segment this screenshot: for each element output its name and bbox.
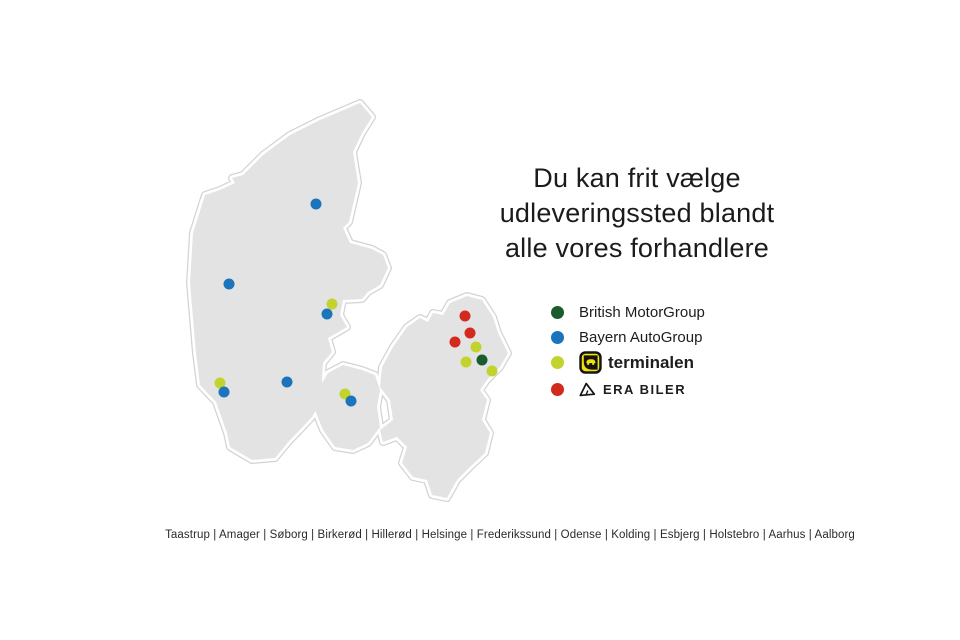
- map-landmasses: [190, 103, 508, 498]
- headline-line-2: udleveringssted blandt: [499, 198, 775, 228]
- legend-label-era-biler: ERA BILER: [603, 382, 687, 397]
- dealer-dot-terminalen: [470, 341, 482, 353]
- dealer-dot-british-motorgroup: [476, 354, 488, 366]
- legend: British MotorGroup Bayern AutoGroup term…: [551, 300, 705, 402]
- dealer-dot-bayern-autogroup: [218, 386, 230, 398]
- dealer-dot-bayern-autogroup: [310, 198, 322, 210]
- dealer-dot-terminalen: [326, 298, 338, 310]
- headline-line-3: alle vores forhandlere: [504, 233, 770, 263]
- legend-item-bayern-autogroup: Bayern AutoGroup: [551, 325, 705, 350]
- dealer-dot-era-biler: [459, 310, 471, 322]
- dealer-dot-terminalen: [214, 377, 226, 389]
- dealer-dot-bayern-autogroup: [345, 395, 357, 407]
- legend-item-terminalen: terminalen: [551, 350, 705, 375]
- legend-item-era-biler: ERA BILER: [551, 377, 705, 402]
- era-biler-logo-icon: [579, 382, 596, 397]
- dealer-dot-bayern-autogroup: [321, 308, 333, 320]
- legend-label-bayern-autogroup: Bayern AutoGroup: [579, 329, 703, 346]
- yellow-dot-icon: [551, 356, 564, 369]
- blue-dot-icon: [551, 331, 564, 344]
- headline: Du kan frit vælge udleveringssted blandt…: [487, 161, 787, 266]
- legend-item-british-motorgroup: British MotorGroup: [551, 300, 705, 325]
- green-dot-icon: [551, 306, 564, 319]
- dealer-dot-bayern-autogroup: [281, 376, 293, 388]
- legend-label-terminalen: terminalen: [608, 352, 694, 372]
- funen-land: [315, 365, 380, 450]
- dealer-dot-era-biler: [464, 327, 476, 339]
- dealer-dot-era-biler: [449, 336, 461, 348]
- legend-label-british-motorgroup: British MotorGroup: [579, 304, 705, 321]
- dealer-dot-terminalen: [486, 365, 498, 377]
- dealer-dots: [214, 198, 498, 407]
- headline-line-1: Du kan frit vælge: [533, 163, 741, 193]
- dealer-dot-bayern-autogroup: [223, 278, 235, 290]
- city-list: Taastrup | Amager | Søborg | Birkerød | …: [165, 529, 855, 541]
- jutland-land: [190, 103, 388, 460]
- terminalen-logo-icon: [579, 351, 602, 374]
- red-dot-icon: [551, 383, 564, 396]
- dealer-dot-terminalen: [460, 356, 472, 368]
